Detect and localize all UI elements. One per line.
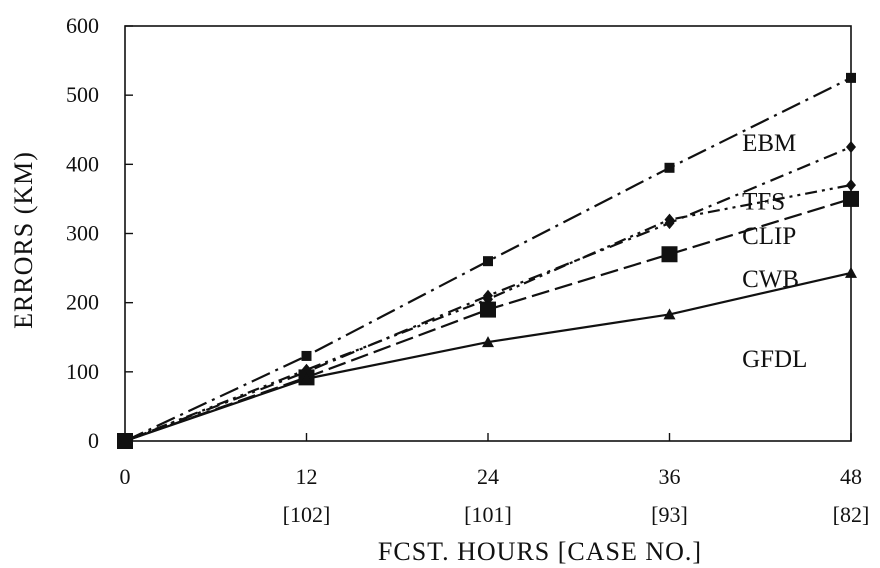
marker-triangle xyxy=(300,372,313,384)
x-tick-label: 36 xyxy=(659,464,681,489)
x-tick-label: 0 xyxy=(120,464,131,489)
series-line-ebm xyxy=(124,76,852,442)
series-label-clip: CLIP xyxy=(742,223,796,250)
x-case-label: [82] xyxy=(833,502,870,527)
series-label-gfdl: GFDL xyxy=(742,346,807,373)
series-markers xyxy=(117,72,859,449)
y-tick-label: 300 xyxy=(66,221,99,246)
y-tick-label: 600 xyxy=(66,13,99,38)
marker-diamond xyxy=(846,141,856,154)
marker-square xyxy=(846,72,856,83)
x-case-label: [102] xyxy=(283,502,331,527)
marker-triangle xyxy=(663,308,676,320)
x-tick-label: 24 xyxy=(477,464,499,489)
y-axis-title: ERRORS (KM) xyxy=(9,151,38,329)
marker-square xyxy=(301,350,312,361)
marker-diamond xyxy=(846,179,856,192)
marker-square xyxy=(843,190,859,207)
series-labels: EBM TFS CLIP CWB GFDL xyxy=(742,130,807,373)
marker-square xyxy=(661,246,678,263)
marker-triangle xyxy=(845,266,857,278)
y-tick-label: 400 xyxy=(66,151,99,176)
marker-triangle xyxy=(119,435,131,446)
x-axis-ticks: 0 12 [102] 24 [101] 36 [93] 48 [82] xyxy=(120,433,870,527)
marker-square xyxy=(483,256,493,267)
y-axis-ticks: 0 100 200 300 400 500 600 xyxy=(66,13,133,453)
marker-square xyxy=(480,301,496,318)
x-case-label: [101] xyxy=(464,502,512,527)
y-tick-label: 200 xyxy=(66,290,99,315)
x-axis-title: FCST. HOURS [CASE NO.] xyxy=(378,537,702,566)
series-label-tfs: TFS xyxy=(742,188,785,215)
y-tick-label: 100 xyxy=(66,359,99,384)
marker-diamond xyxy=(664,213,675,226)
series-line-tfs xyxy=(124,146,852,443)
y-tick-label: 0 xyxy=(88,428,99,453)
series-label-ebm: EBM xyxy=(742,130,796,157)
marker-triangle xyxy=(482,336,494,348)
y-tick-label: 500 xyxy=(66,82,99,107)
x-tick-label: 12 xyxy=(296,464,318,489)
series-label-cwb: CWB xyxy=(742,266,799,293)
x-case-label: [93] xyxy=(651,502,688,527)
marker-square xyxy=(664,162,675,173)
x-tick-label: 48 xyxy=(840,464,862,489)
